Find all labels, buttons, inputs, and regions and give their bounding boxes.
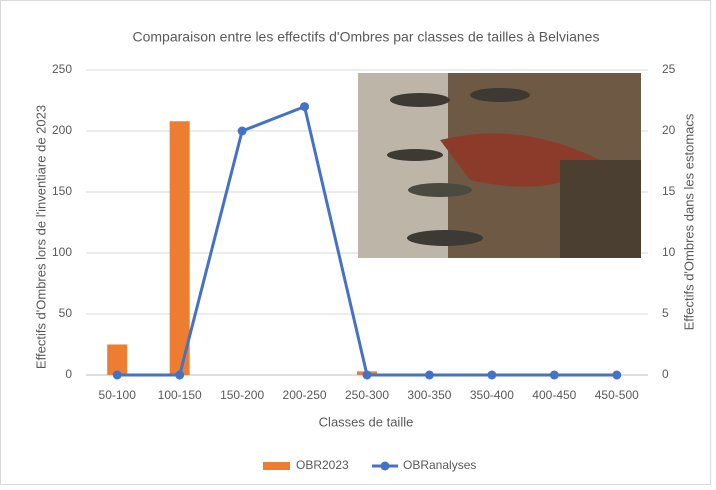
y2-axis-title: Effectifs d'Ombres dans les estomacs [681,113,696,330]
y2-tick-label: 25 [662,62,676,76]
x-tick-label: 200-250 [283,388,327,402]
y-tick-label: 150 [52,184,72,198]
marker [487,370,497,380]
legend-swatch [263,462,290,470]
x-tick-label: 50-100 [99,388,137,402]
photo-fish [407,230,483,246]
chart-title: Comparaison entre les effectifs d'Ombres… [133,29,600,45]
y2-tick-label: 0 [662,367,669,381]
marker [237,126,247,136]
y-axis-title: Effectifs d'Ombres lors de l'inventiare … [33,105,48,369]
marker [549,370,559,380]
marker [300,102,310,112]
photo-fish [408,183,472,197]
legend-label: OBR2023 [296,458,349,472]
photo-fish [470,88,530,102]
x-tick-label: 450-500 [595,388,639,402]
marker [612,370,622,380]
y-tick-label: 100 [52,245,72,259]
bar [107,344,128,375]
bar [169,121,190,376]
x-tick-label: 300-350 [407,388,451,402]
marker [424,370,434,380]
x-tick-label: 100-150 [158,388,202,402]
x-tick-label: 250-300 [345,388,389,402]
y2-tick-label: 20 [662,123,676,137]
y-tick-label: 200 [52,123,72,137]
photo-debris [560,160,641,258]
y2-tick-label: 10 [662,245,676,259]
marker [362,370,372,380]
y-tick-label: 250 [52,62,72,76]
y-tick-label: 0 [65,367,72,381]
y2-tick-label: 15 [662,184,676,198]
legend-marker [380,461,390,471]
x-axis-title: Classes de taille [319,414,414,429]
marker [112,370,122,380]
y2-tick-label: 5 [662,306,669,320]
photo-fish [387,149,443,161]
photo-fish [390,93,450,107]
x-tick-label: 400-450 [532,388,576,402]
photo-inset [358,73,641,258]
x-tick-label: 350-400 [470,388,514,402]
marker [175,370,185,380]
legend-label: OBRanalyses [403,458,476,472]
x-tick-label: 150-200 [220,388,264,402]
y-tick-label: 50 [59,306,73,320]
